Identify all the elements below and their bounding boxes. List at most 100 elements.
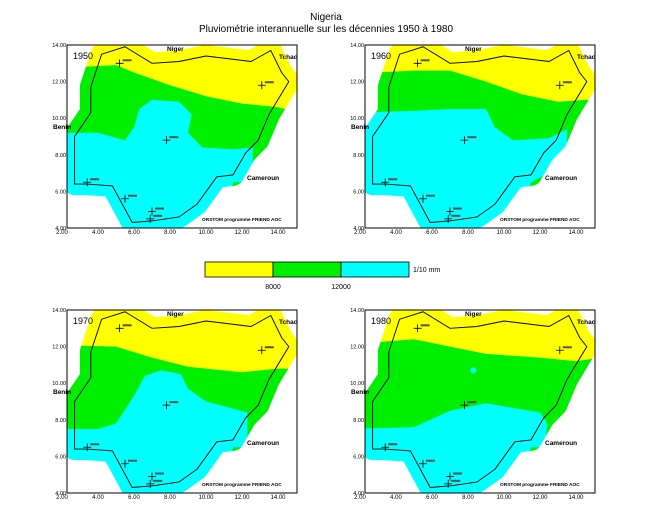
rain-zones — [365, 45, 595, 228]
city-marker — [446, 472, 454, 481]
x-tick-label: 6.00 — [426, 230, 438, 236]
city-marker — [460, 136, 469, 145]
y-tick-label: 12.00 — [350, 345, 364, 351]
y-tick-label: 6.00 — [353, 189, 364, 195]
zone-cyan — [67, 99, 253, 228]
city-marker — [83, 178, 92, 187]
x-tick-label: 12.00 — [234, 230, 250, 236]
x-tick-label: 8.00 — [164, 230, 176, 236]
city-label — [128, 194, 137, 197]
city-label — [467, 401, 477, 404]
legend: 8000 12000 1/10 mm — [204, 261, 440, 291]
city-marker — [446, 207, 454, 216]
map-panel: 1980 Niger Tchad Benin Cameroun ORSTOM progra… — [350, 308, 595, 501]
city-marker — [413, 59, 422, 68]
city-marker — [115, 324, 124, 333]
y-tick-label: 8.00 — [55, 153, 66, 159]
y-tick-label: 10.00 — [52, 116, 66, 122]
map-panel: 1960 Niger Tchad Benin Cameroun ORSTOM progra… — [350, 43, 596, 236]
city-marker — [444, 214, 453, 223]
label-cameroun: Cameroun — [545, 175, 577, 182]
y-tick-label: 6.00 — [353, 454, 364, 460]
city-label — [453, 472, 462, 475]
city-marker — [146, 214, 155, 223]
country-outline — [372, 46, 588, 223]
label-niger: Niger — [167, 46, 184, 53]
x-tick-label: 8.00 — [164, 495, 176, 501]
y-tick-label: 4.00 — [55, 226, 66, 232]
title: Nigeria — [310, 12, 342, 23]
rain-zones — [67, 310, 297, 493]
x-tick-label: 14.00 — [270, 495, 286, 501]
credit: ORSTOM programme FRIEND AOC — [202, 217, 282, 223]
y-tick-label: 8.00 — [353, 153, 364, 159]
zone-cyan — [365, 403, 548, 493]
legend-swatch — [272, 261, 342, 278]
label-niger: Niger — [465, 46, 482, 53]
x-tick-label: 4.00 — [390, 495, 402, 501]
city-marker — [83, 443, 92, 452]
label-benin: Benin — [351, 124, 369, 131]
y-tick-label: 4.00 — [55, 491, 66, 497]
city-label — [122, 59, 132, 62]
x-tick-label: 10.00 — [496, 230, 512, 236]
city-label — [153, 214, 163, 217]
city-marker — [121, 459, 129, 468]
legend-swatch — [204, 261, 274, 278]
city-marker — [257, 81, 266, 90]
label-niger: Niger — [167, 311, 184, 318]
legend-swatch — [340, 261, 410, 278]
map-panel: 1970 Niger Tchad Benin Cameroun ORSTOM progra… — [52, 308, 298, 501]
x-tick-label: 14.00 — [568, 230, 584, 236]
city-label — [426, 194, 435, 197]
label-tchad: Tchad — [577, 54, 596, 61]
credit: ORSTOM programme FRIEND AOC — [500, 217, 580, 223]
country-outline — [74, 311, 290, 488]
x-tick-label: 2.00 — [354, 495, 366, 501]
city-label — [264, 81, 274, 84]
label-tchad: Tchad — [279, 319, 298, 326]
map-panel: 1950 Niger Tchad Benin Cameroun ORSTOM progra… — [52, 43, 297, 236]
city-label — [128, 459, 137, 462]
city-label — [420, 59, 430, 62]
y-tick-label: 14.00 — [350, 43, 364, 49]
x-tick-label: 4.00 — [92, 495, 104, 501]
city-label — [153, 479, 163, 482]
legend-label: 8000 — [265, 284, 281, 291]
city-marker — [121, 194, 129, 203]
frame — [364, 44, 596, 229]
y-tick-label: 14.00 — [350, 308, 364, 314]
subtitle: Pluviométrie interannuelle sur les décen… — [199, 24, 453, 35]
city-marker — [413, 324, 422, 333]
year-label: 1960 — [371, 51, 391, 61]
credit: ORSTOM programme FRIEND AOC — [202, 482, 282, 488]
city-marker — [148, 472, 156, 481]
city-marker — [555, 81, 564, 90]
label-niger: Niger — [465, 311, 482, 318]
city-label — [155, 207, 164, 210]
label-cameroun: Cameroun — [545, 440, 577, 447]
x-tick-label: 6.00 — [128, 495, 140, 501]
city-label — [451, 214, 461, 217]
city-marker — [444, 479, 453, 488]
label-benin: Benin — [53, 389, 71, 396]
city-marker — [162, 136, 171, 145]
city-label — [451, 479, 461, 482]
y-tick-label: 8.00 — [353, 418, 364, 424]
y-tick-label: 8.00 — [55, 418, 66, 424]
x-tick-label: 14.00 — [568, 495, 584, 501]
city-label — [388, 443, 398, 446]
label-benin: Benin — [53, 124, 71, 131]
city-marker — [148, 207, 156, 216]
x-tick-label: 2.00 — [56, 495, 68, 501]
city-marker — [115, 59, 124, 68]
legend-label: 12000 — [331, 284, 351, 291]
city-label — [467, 136, 477, 139]
y-tick-label: 6.00 — [55, 454, 66, 460]
x-tick-label: 14.00 — [270, 230, 286, 236]
x-tick-label: 6.00 — [426, 495, 438, 501]
country-outline — [372, 311, 588, 488]
x-tick-label: 2.00 — [56, 230, 68, 236]
city-label — [155, 472, 164, 475]
